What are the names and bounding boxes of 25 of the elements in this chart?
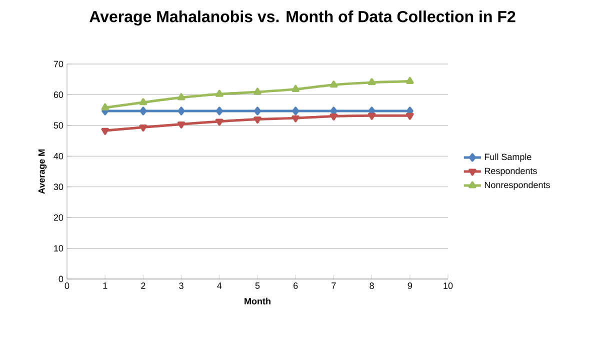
legend-label: Nonrespondents bbox=[484, 182, 550, 190]
chart-title: Average Mahalanobis vs. Month of Data Collection in F2 bbox=[90, 10, 516, 26]
x-tick-label: 6 bbox=[294, 282, 298, 289]
x-tick-label: 0 bbox=[64, 282, 70, 289]
x-tick-label: 7 bbox=[332, 282, 336, 289]
y-tick-label: 60 bbox=[54, 92, 64, 98]
y-tick-label: 30 bbox=[54, 184, 64, 190]
x-tick-label: 1 bbox=[103, 282, 108, 289]
x-tick-label: 2 bbox=[141, 282, 146, 289]
x-tick-label: 8 bbox=[370, 282, 374, 289]
x-tick-label: 5 bbox=[255, 282, 260, 289]
x-tick-label: 3 bbox=[179, 282, 184, 289]
x-tick-label: 10 bbox=[444, 282, 453, 289]
legend-label: Full Sample bbox=[484, 153, 532, 162]
y-tick-label: 10 bbox=[54, 245, 64, 252]
y-tick-label: 50 bbox=[54, 122, 64, 129]
y-axis-title: Average M bbox=[38, 150, 47, 194]
x-tick-label: 4 bbox=[217, 282, 222, 289]
x-axis-title: Month bbox=[244, 298, 270, 304]
y-tick-label: 70 bbox=[54, 60, 64, 68]
y-tick-label: 0 bbox=[58, 276, 64, 282]
y-tick-label: 20 bbox=[54, 214, 64, 221]
x-tick-label: 9 bbox=[408, 282, 412, 289]
legend-label: Respondents bbox=[484, 167, 537, 176]
y-tick-label: 40 bbox=[54, 152, 64, 160]
